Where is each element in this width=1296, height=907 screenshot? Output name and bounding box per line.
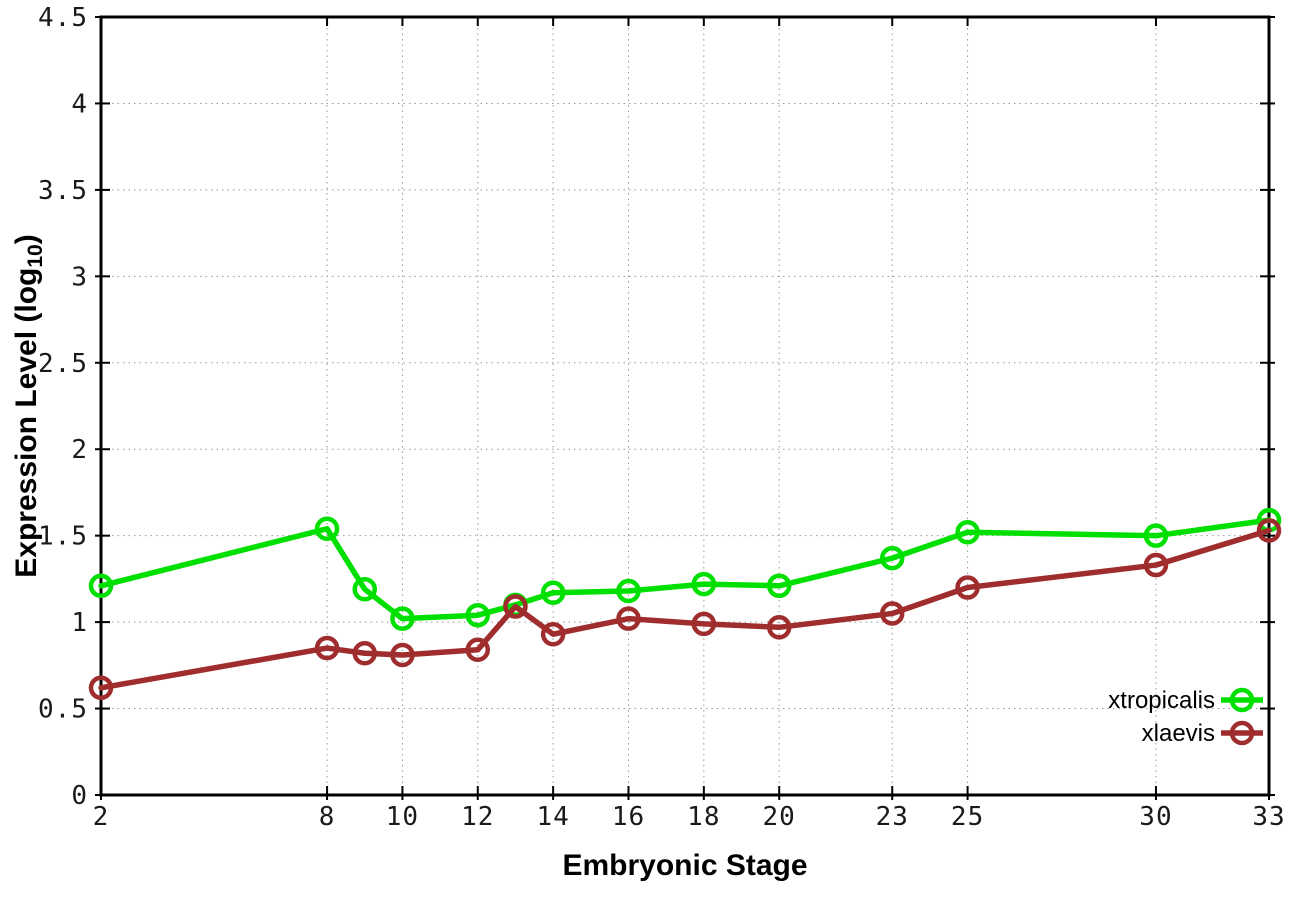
data-point-xtropicalis (691, 571, 717, 597)
legend-label: xtropicalis (1108, 687, 1215, 714)
x-tick-label: 2 (93, 802, 110, 832)
y-tick-label: 3.5 (38, 176, 88, 206)
y-tick-label: 1.5 (38, 522, 88, 552)
data-point-xlaevis (691, 611, 717, 637)
y-tick-label: 2 (71, 435, 88, 465)
y-tick-label: 3 (71, 262, 88, 292)
data-point-xlaevis (955, 575, 980, 600)
data-point-xlaevis (88, 675, 114, 701)
data-point-xtropicalis (955, 519, 980, 545)
x-tick-label: 10 (386, 802, 419, 832)
data-point-xlaevis (314, 635, 340, 661)
x-tick-label: 33 (1252, 802, 1285, 832)
data-point-xtropicalis (314, 516, 340, 542)
x-tick-label: 23 (876, 802, 909, 832)
x-tick-label: 12 (461, 802, 494, 832)
y-tick-label: 2.5 (38, 349, 88, 379)
y-tick-label: 0.5 (38, 695, 88, 725)
y-axis-title-subscript: 10 (24, 244, 47, 268)
data-point-xtropicalis (352, 577, 377, 602)
y-tick-label: 4.5 (38, 3, 88, 33)
series-line-xlaevis (98, 527, 1272, 691)
x-tick-label: 14 (536, 802, 569, 832)
y-axis-title-suffix: ) (10, 234, 43, 245)
data-point-xlaevis (352, 640, 377, 666)
data-point-xtropicalis (390, 606, 415, 631)
data-point-xlaevis (766, 615, 792, 640)
x-tick-label: 25 (951, 802, 984, 832)
plot-border (99, 15, 1271, 797)
series-line-xtropicalis (98, 517, 1272, 622)
data-point-xtropicalis (88, 573, 114, 599)
data-point-xtropicalis (1143, 523, 1169, 548)
legend-label: xlaevis (1142, 720, 1215, 747)
data-point-xtropicalis (879, 545, 905, 571)
y-tick-label: 1 (71, 608, 88, 638)
data-point-xlaevis (540, 621, 566, 647)
y-axis-title: Expression Level (log10) (10, 234, 47, 578)
x-tick-label: 8 (319, 802, 336, 832)
legend-marker (1229, 720, 1255, 746)
data-point-xtropicalis (616, 578, 641, 604)
y-tick-label: 4 (71, 89, 88, 119)
x-tick-label: 16 (612, 802, 645, 832)
data-point-xlaevis (879, 601, 905, 626)
y-axis-title-text: Expression Level (log (10, 267, 43, 578)
data-point-xlaevis (465, 637, 491, 663)
data-point-xlaevis (616, 606, 641, 631)
data-point-xtropicalis (766, 573, 792, 599)
data-point-xlaevis (1143, 552, 1169, 578)
data-point-xlaevis (390, 642, 415, 668)
legend-marker (1229, 687, 1255, 713)
x-tick-label: 20 (763, 802, 796, 832)
data-point-xtropicalis (540, 580, 566, 605)
x-tick-label: 30 (1139, 802, 1172, 832)
data-point-xlaevis (503, 594, 528, 619)
data-point-xtropicalis (465, 602, 491, 628)
data-point-xlaevis (1256, 518, 1282, 543)
y-tick-label: 0 (71, 781, 88, 811)
x-tick-label: 18 (687, 802, 720, 832)
x-axis-title: Embryonic Stage (562, 849, 808, 882)
